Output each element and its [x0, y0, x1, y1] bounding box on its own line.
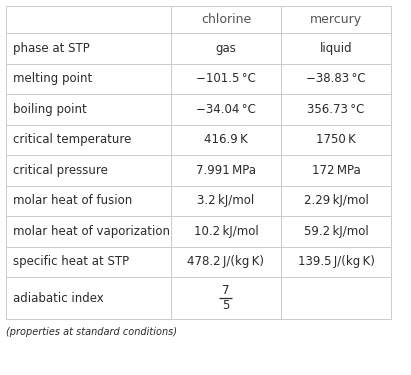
- Text: 10.2 kJ/mol: 10.2 kJ/mol: [194, 225, 259, 238]
- Bar: [6, 63, 171, 94]
- Bar: [281, 216, 391, 246]
- Bar: [281, 277, 391, 319]
- Text: 172 MPa: 172 MPa: [312, 164, 360, 177]
- Bar: [6, 246, 171, 277]
- Bar: [6, 216, 171, 246]
- Text: molar heat of vaporization: molar heat of vaporization: [13, 225, 170, 238]
- Bar: [171, 94, 281, 124]
- Bar: [6, 6, 171, 33]
- Text: 1750 K: 1750 K: [316, 133, 356, 146]
- Text: phase at STP: phase at STP: [13, 42, 90, 55]
- Bar: [171, 6, 281, 33]
- Text: melting point: melting point: [13, 72, 92, 85]
- Bar: [281, 155, 391, 186]
- Text: 7.991 MPa: 7.991 MPa: [196, 164, 256, 177]
- Bar: [6, 277, 171, 319]
- Bar: [171, 124, 281, 155]
- Bar: [171, 155, 281, 186]
- Bar: [6, 124, 171, 155]
- Text: chlorine: chlorine: [201, 13, 251, 26]
- Text: critical pressure: critical pressure: [13, 164, 108, 177]
- Text: boiling point: boiling point: [13, 103, 87, 116]
- Text: gas: gas: [215, 42, 236, 55]
- Text: critical temperature: critical temperature: [13, 133, 132, 146]
- Bar: [281, 33, 391, 63]
- Text: −38.83 °C: −38.83 °C: [306, 72, 366, 85]
- Text: molar heat of fusion: molar heat of fusion: [13, 194, 132, 207]
- Text: specific heat at STP: specific heat at STP: [13, 255, 129, 268]
- Bar: [281, 124, 391, 155]
- Bar: [281, 186, 391, 216]
- Text: (properties at standard conditions): (properties at standard conditions): [6, 327, 177, 337]
- Bar: [171, 277, 281, 319]
- Bar: [171, 186, 281, 216]
- Text: 3.2 kJ/mol: 3.2 kJ/mol: [197, 194, 255, 207]
- Bar: [281, 63, 391, 94]
- Text: 478.2 J/(kg K): 478.2 J/(kg K): [187, 255, 265, 268]
- Text: mercury: mercury: [310, 13, 362, 26]
- Text: −34.04 °C: −34.04 °C: [196, 103, 256, 116]
- Text: 139.5 J/(kg K): 139.5 J/(kg K): [298, 255, 374, 268]
- Text: liquid: liquid: [320, 42, 352, 55]
- Bar: [6, 155, 171, 186]
- Bar: [6, 94, 171, 124]
- Text: adiabatic index: adiabatic index: [13, 291, 104, 304]
- Bar: [171, 63, 281, 94]
- Text: 59.2 kJ/mol: 59.2 kJ/mol: [304, 225, 368, 238]
- Bar: [281, 246, 391, 277]
- Bar: [171, 246, 281, 277]
- Text: 5: 5: [222, 299, 230, 312]
- Bar: [281, 94, 391, 124]
- Bar: [171, 33, 281, 63]
- Text: 2.29 kJ/mol: 2.29 kJ/mol: [304, 194, 368, 207]
- Bar: [6, 186, 171, 216]
- Bar: [6, 33, 171, 63]
- Bar: [171, 216, 281, 246]
- Text: 7: 7: [222, 284, 230, 297]
- Text: −101.5 °C: −101.5 °C: [196, 72, 256, 85]
- Bar: [281, 6, 391, 33]
- Text: 416.9 K: 416.9 K: [204, 133, 248, 146]
- Text: 356.73 °C: 356.73 °C: [307, 103, 365, 116]
